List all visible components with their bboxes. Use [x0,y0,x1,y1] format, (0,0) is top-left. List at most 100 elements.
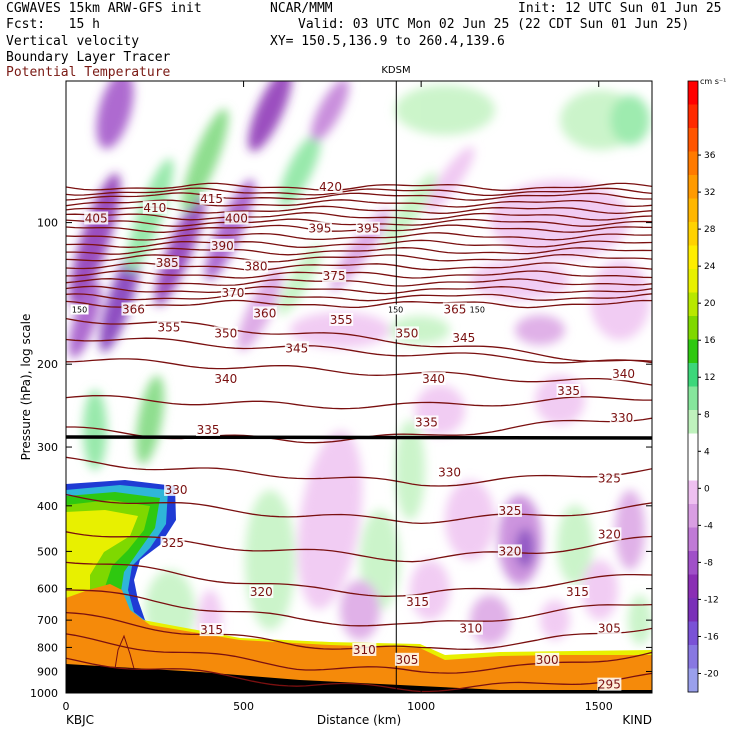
y-tick-label: 300 [37,441,58,454]
y-tick-label: 500 [37,545,58,558]
theta-label-bg [352,642,377,656]
y-tick-label: 400 [37,500,58,513]
theta-label: 355 [330,313,353,327]
theta-label-bg [437,465,462,479]
tracer-label: 150 [72,305,87,314]
theta-label: 350 [214,326,237,340]
theta-contour [66,247,652,256]
theta-label: 320 [598,527,621,541]
colorbar-swatch [688,151,698,176]
theta-label-bg [394,326,419,340]
init-time: Init: 12 UTC Sun 01 Jun 25 [518,1,722,16]
theta-label: 300 [536,653,559,667]
colorbar-swatch [688,621,698,646]
colorbar-label: 12 [704,373,715,383]
theta-contour [66,199,652,208]
theta-label-bg [199,191,224,205]
theta-label-bg [220,285,245,299]
theta-label: 315 [566,585,589,599]
theta-labels: 420 415 410 405 400 395 395 390 385 380 375 370 366 3… [84,179,636,692]
theta-label: 395 [308,222,331,236]
y-tick-label: 100 [37,217,58,230]
theta-label: 340 [612,367,635,381]
theta-contour [66,232,652,241]
theta-label-bg [164,482,189,496]
forecast-hour: Fcst: 15 h [6,17,100,32]
colorbar-label: 0 [704,484,710,494]
y-tick-label: 600 [37,583,58,596]
colorbar-swatch [688,551,698,575]
theta-label: 315 [406,595,429,609]
theta-label: 345 [285,341,308,355]
potential-temperature-contours [66,182,652,693]
theta-label-bg [597,527,622,541]
theta-label: 390 [211,239,234,253]
tracer-labels: 150 150 150 [70,304,487,315]
theta-label: 320 [250,585,273,599]
colorbar-swatch [688,222,698,246]
colorbar-swatch [688,363,698,387]
theta-label-bg [611,367,636,381]
y-tick-label: 1000 [30,687,58,700]
theta-label: 400 [225,211,248,225]
colorbar-label: 28 [704,225,716,235]
theta-label: 310 [459,622,482,636]
theta-label: 410 [143,201,166,215]
theta-label: 380 [245,260,268,274]
theta-label-bg [213,326,238,340]
theta-label-bg [155,256,180,270]
theta-label: 325 [161,536,184,550]
theta-contour [66,493,652,525]
theta-contour [66,239,652,248]
theta-label-bg [421,371,446,385]
theta-contour [66,187,652,197]
theta-label: 330 [438,466,461,480]
ground-surface [66,664,652,693]
theta-contour [66,456,652,487]
station-top-label: KDSM [381,65,410,76]
colorbar-label: 24 [704,262,716,272]
y-tick-label: 200 [37,358,58,371]
x-tick-label: 1500 [585,700,613,713]
theta-label: 340 [422,372,445,386]
theta-label-bg [458,621,483,635]
theta-label-bg [252,306,277,320]
theta-label: 415 [200,192,223,206]
colorbar-swatch [688,175,698,199]
theta-label-bg [244,259,269,273]
x-tick-label: 0 [63,700,70,713]
theta-contour [66,358,652,386]
theta-contour [66,299,652,309]
theta-label-bg [597,471,622,485]
theta-label-bg [535,652,560,666]
theta-label: 315 [200,623,223,637]
theta-label: 375 [323,269,346,283]
station-left-label: KBJC [66,713,94,727]
theta-label: 345 [452,331,475,345]
theta-label-bg [451,331,476,345]
field-potential-temperature: Potential Temperature [6,65,171,80]
theta-contour [66,270,652,279]
theta-contour [66,182,652,192]
colorbar-swatch [688,269,698,293]
x-axis-ticks: 0 500 1000 1500 [63,81,613,713]
y-tick-label: 800 [37,641,58,654]
theta-label-bg [199,623,224,637]
colorbar-label: 4 [704,447,710,457]
vertical-velocity-colorbar: 36 32 28 24 20 16 12 8 4 0 -4 -8 -12 -16 -20 [687,80,719,693]
theta-label-bg [609,410,634,424]
tracer-label-bg [386,304,405,315]
colorbar-swatch [688,245,698,270]
colorbar-label: 32 [704,188,715,198]
y-axis-label: Pressure (hPa), log scale [19,314,33,461]
theta-label-bg [597,621,622,635]
colorbar-swatch [688,81,698,105]
theta-label-bg [156,320,181,334]
theta-label-bg [224,211,249,225]
theta-label-bg [597,677,622,691]
theta-contour [66,657,652,693]
theta-label-bg [210,238,235,252]
theta-label: 320 [498,544,521,558]
theta-label-bg [307,221,332,235]
